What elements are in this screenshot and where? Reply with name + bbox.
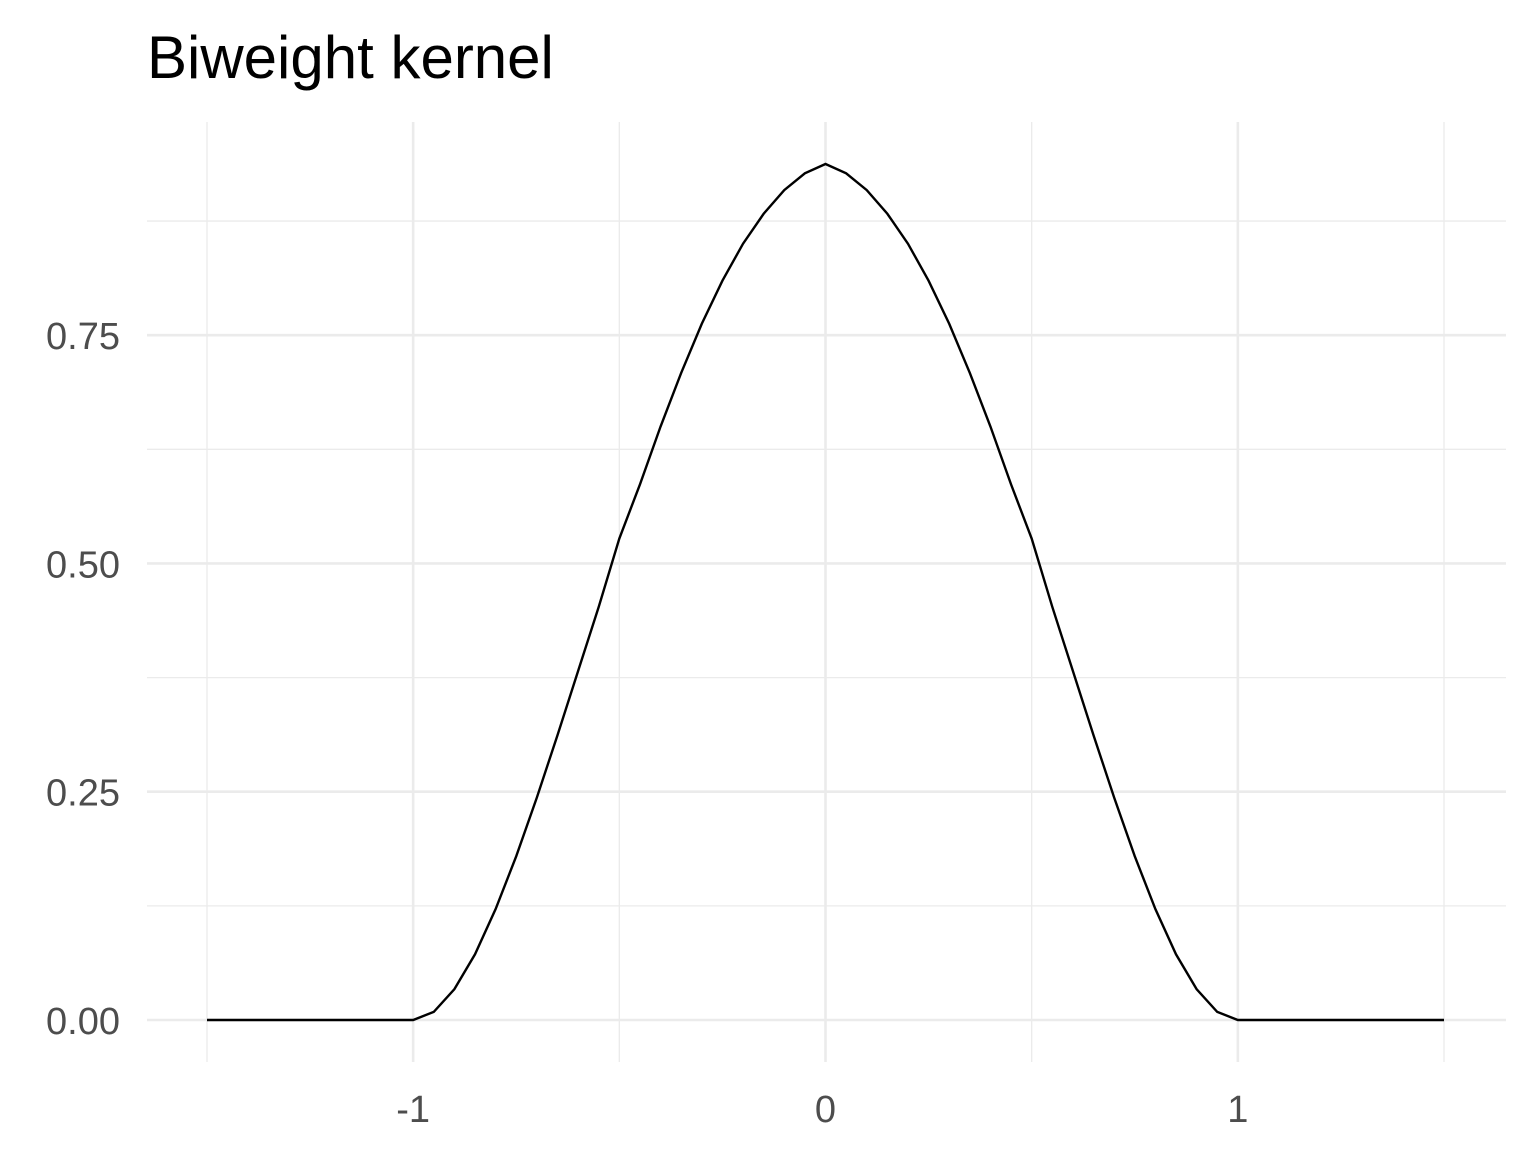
x-tick-label-2: 1 [1227, 1089, 1248, 1131]
x-axis-tick-labels: -1 0 1 [396, 1089, 1248, 1131]
y-tick-label-2: 0.50 [46, 544, 120, 586]
y-axis-tick-labels: 0.00 0.25 0.50 0.75 [46, 316, 120, 1043]
kernel-curve-line [207, 162, 1444, 1022]
chart-title: Biweight kernel [147, 24, 554, 91]
major-gridlines [147, 122, 1506, 1062]
y-tick-label-0: 0.00 [46, 1001, 120, 1043]
x-tick-label-0: -1 [396, 1089, 430, 1131]
y-tick-label-3: 0.75 [46, 316, 120, 358]
y-tick-label-1: 0.25 [46, 773, 120, 815]
x-tick-label-1: 0 [815, 1089, 836, 1131]
series-layer [207, 162, 1444, 1022]
